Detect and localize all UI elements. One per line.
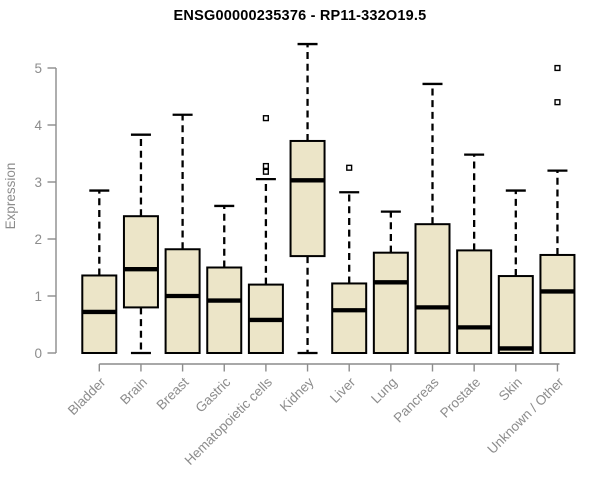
x-tick-label-pancreas: Pancreas <box>391 374 442 425</box>
box-kidney <box>289 139 326 258</box>
box-unknown-other <box>539 253 576 355</box>
outlier-liver-1 <box>346 164 353 171</box>
box-bladder <box>81 274 118 355</box>
box-pancreas <box>414 223 451 354</box>
x-tick-label-kidney: Kidney <box>277 374 317 414</box>
outlier-hematopoietic-cells-1 <box>262 168 270 175</box>
y-tick-label: 3 <box>34 175 42 190</box>
box-gastric <box>206 266 243 354</box>
box-lung <box>372 251 409 354</box>
x-tick-label-breast: Breast <box>154 374 192 412</box>
chart-title: ENSG00000235376 - RP11-332O19.5 <box>173 8 427 24</box>
y-tick-label: 0 <box>34 346 42 361</box>
x-tick-label-skin: Skin <box>496 375 525 404</box>
box-skin <box>497 275 534 354</box>
x-tick-label-liver: Liver <box>327 374 359 406</box>
box-breast <box>164 248 201 354</box>
y-tick-label: 1 <box>34 289 42 304</box>
x-tick-label-brain: Brain <box>117 375 150 408</box>
y-tick-label: 5 <box>34 61 42 76</box>
box-brain <box>122 215 159 309</box>
y-tick-label: 4 <box>34 118 42 133</box>
x-tick-label-gastric: Gastric <box>193 374 234 415</box>
y-tick-label: 2 <box>34 232 42 247</box>
x-tick-label-unknown-other: Unknown / Other <box>484 374 567 457</box>
box-liver <box>331 282 368 354</box>
outlier-unknown-other-1 <box>554 99 561 106</box>
box-prostate <box>456 249 493 354</box>
x-tick-label-lung: Lung <box>368 375 400 407</box>
x-tick-label-prostate: Prostate <box>437 375 483 421</box>
y-axis-title: Expression <box>3 163 18 230</box>
outlier-hematopoietic-cells-3 <box>262 115 270 122</box>
outlier-hematopoietic-cells-2 <box>262 162 270 170</box>
outlier-unknown-other-2 <box>554 64 561 72</box>
x-tick-label-bladder: Bladder <box>65 374 109 418</box>
